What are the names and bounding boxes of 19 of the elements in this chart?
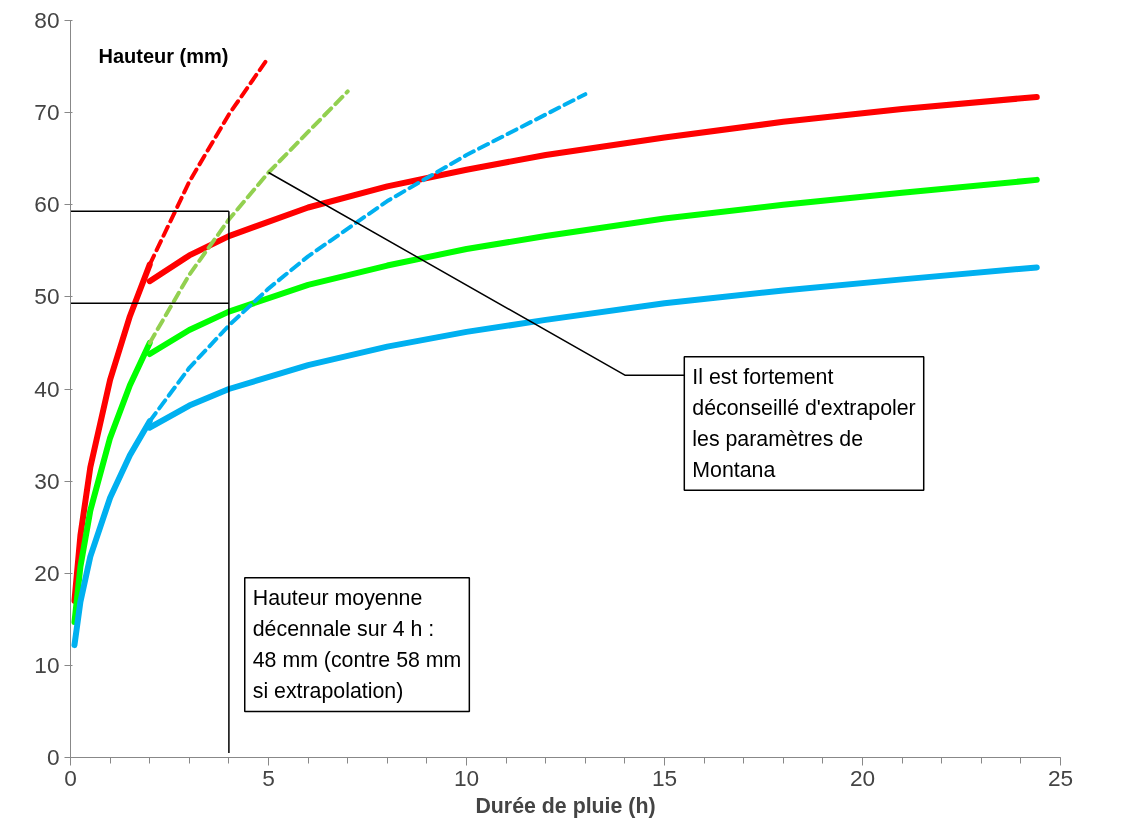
x-tick-label: 15 [651, 764, 678, 791]
y-tick-label: 30 [34, 467, 60, 494]
y-tick-label: 0 [46, 744, 60, 770]
annotation: Il est fortement déconseillé d'extrapoler les paramètres de Montana [692, 364, 916, 483]
x-axis-title: Durée de pluie (h) [475, 793, 656, 818]
x-tick-label: 5 [262, 764, 275, 791]
y-tick-label: 80 [34, 7, 60, 33]
y-axis-title: Hauteur (mm) [98, 44, 229, 67]
y-tick-label: 10 [34, 651, 60, 678]
y-tick-label: 50 [34, 283, 60, 310]
x-tick-label: 25 [1047, 764, 1074, 791]
x-tick-label: 0 [64, 764, 77, 791]
y-tick-label: 20 [34, 559, 60, 586]
x-tick-label: 20 [849, 764, 876, 791]
y-tick-label: 40 [34, 375, 60, 402]
y-tick-label: 70 [34, 99, 60, 126]
annotation: Hauteur moyenne décennale sur 4 h : 48 mm (contre 58 mm si extrapolation) [252, 585, 462, 704]
y-tick-label: 60 [34, 191, 60, 218]
x-tick-label: 10 [453, 764, 480, 791]
